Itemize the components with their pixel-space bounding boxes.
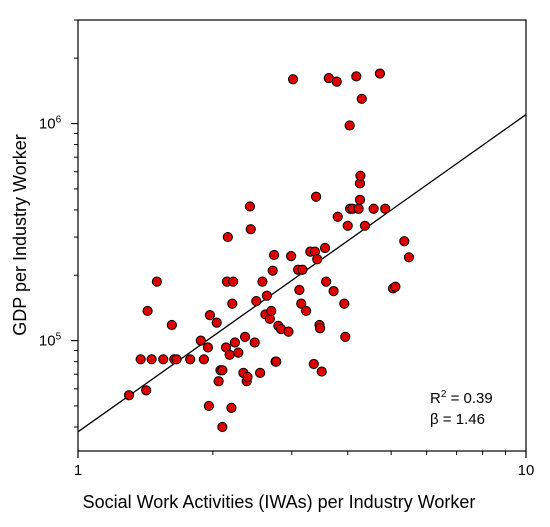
scatter-point bbox=[171, 354, 182, 365]
beta-annotation: β = 1.46 bbox=[430, 411, 485, 428]
scatter-point bbox=[245, 224, 256, 235]
scatter-point bbox=[403, 252, 415, 263]
scatter-point bbox=[202, 342, 214, 353]
scatter-point bbox=[356, 93, 367, 104]
scatter-point bbox=[203, 400, 215, 412]
scatter-point bbox=[267, 265, 278, 276]
scatter-point bbox=[185, 354, 196, 365]
scatter-point bbox=[355, 170, 366, 181]
scatter-point bbox=[294, 284, 305, 296]
scatter-point bbox=[296, 298, 307, 309]
scatter-point bbox=[308, 358, 319, 370]
scatter-point bbox=[269, 249, 280, 261]
scatter-point bbox=[255, 367, 266, 378]
x-tick-label: 1 bbox=[74, 462, 82, 479]
scatter-point bbox=[213, 376, 224, 387]
scatter-point bbox=[271, 356, 282, 367]
scatter-point bbox=[353, 203, 364, 214]
scatter-point bbox=[344, 120, 355, 131]
scatter-point bbox=[331, 76, 342, 87]
scatter-point bbox=[227, 298, 238, 309]
scatter-point bbox=[359, 220, 371, 231]
scatter-point bbox=[339, 298, 350, 309]
scatter-point bbox=[321, 276, 332, 287]
scatter-point bbox=[380, 203, 391, 214]
r-squared-annotation: R2 = 0.39 bbox=[430, 389, 493, 407]
scatter-point bbox=[314, 323, 326, 334]
scatter-point bbox=[251, 296, 262, 307]
scatter-point bbox=[141, 385, 152, 396]
y-axis-title: GDP per Industry Worker bbox=[10, 134, 30, 335]
scatter-point bbox=[257, 276, 268, 287]
scatter-point bbox=[374, 68, 386, 79]
scatter-point bbox=[217, 421, 228, 433]
scatter-point bbox=[287, 74, 299, 85]
scatter-point bbox=[135, 354, 146, 365]
axis-ticks: 1 10 105 106 bbox=[39, 19, 535, 479]
scatter-point bbox=[123, 390, 135, 401]
scatter-point bbox=[211, 317, 222, 328]
scatter-point bbox=[332, 211, 343, 222]
scatter-point bbox=[354, 194, 366, 205]
scatter-point bbox=[266, 305, 277, 317]
scatter-point bbox=[319, 242, 331, 254]
x-axis-title: Social Work Activities (IWAs) per Indust… bbox=[83, 492, 476, 512]
scatter-point bbox=[222, 231, 233, 243]
scatter-point bbox=[229, 337, 241, 348]
scatter-point bbox=[226, 402, 237, 413]
scatter-point bbox=[204, 310, 216, 321]
x-tick-label: 10 bbox=[518, 462, 535, 479]
scatter-point bbox=[158, 354, 169, 365]
scatter-point bbox=[217, 365, 228, 376]
scatter-point bbox=[151, 276, 162, 287]
y-tick-label: 106 bbox=[39, 115, 62, 133]
scatter-point bbox=[328, 286, 339, 297]
scatter-point bbox=[224, 349, 235, 360]
scatter-point bbox=[297, 264, 308, 275]
scatter-point bbox=[242, 371, 253, 383]
scatter-point bbox=[390, 281, 401, 292]
scatter-point bbox=[198, 354, 210, 365]
scatter-point bbox=[312, 254, 323, 265]
scatter-point bbox=[311, 191, 322, 202]
scatter-point bbox=[261, 290, 272, 301]
scatter-point bbox=[340, 331, 351, 343]
scatter-point bbox=[368, 203, 379, 214]
scatter-point bbox=[166, 319, 177, 331]
scatter-point bbox=[301, 305, 312, 317]
scatter-point bbox=[351, 71, 362, 82]
scatter-point bbox=[399, 236, 410, 247]
scatter-point bbox=[316, 366, 327, 377]
scatter-point bbox=[239, 331, 251, 343]
scatter-point bbox=[244, 201, 256, 212]
scatter-point bbox=[142, 305, 153, 317]
scatter-point bbox=[249, 337, 260, 348]
plot-frame bbox=[77, 19, 527, 452]
scatter-point bbox=[283, 326, 294, 337]
scatter-point bbox=[228, 276, 239, 287]
scatter-point bbox=[146, 354, 157, 365]
scatter-point bbox=[342, 220, 353, 231]
scatter-point bbox=[195, 335, 206, 346]
scatter-point bbox=[286, 251, 297, 262]
data-points bbox=[123, 68, 415, 433]
y-tick-label: 105 bbox=[39, 332, 62, 350]
scatter-point bbox=[233, 347, 244, 358]
